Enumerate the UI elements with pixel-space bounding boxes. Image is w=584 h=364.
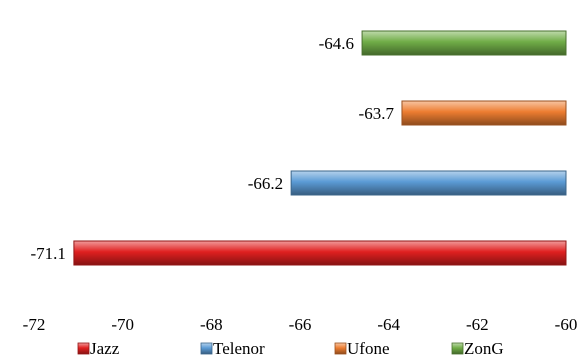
legend: Jazz Telenor Ufone ZonG [77,339,504,358]
legend-item-zong: ZonG [451,339,504,358]
x-tick-label: -60 [555,315,578,334]
legend-label: Telenor [213,339,265,358]
data-label-telenor: -66.2 [248,174,283,193]
data-label-zong: -64.6 [319,34,354,53]
x-tick-label: -64 [377,315,400,334]
legend-label: ZonG [464,339,504,358]
legend-item-jazz: Jazz [77,339,120,358]
legend-swatch [334,342,347,355]
data-labels-layer: -71.1 -66.2 -63.7 -64.6 [30,34,394,263]
data-label-jazz: -71.1 [30,244,65,263]
bar-jazz [73,240,567,266]
x-tick-label: -72 [23,315,46,334]
legend-label: Jazz [90,339,120,358]
data-label-ufone: -63.7 [359,104,395,123]
legend-label: Ufone [347,339,389,358]
x-axis-ticks: -72 -70 -68 -66 -64 -62 -60 [23,315,578,334]
bar-ufone [401,100,567,126]
x-tick-label: -62 [466,315,489,334]
bar-zong [361,30,567,56]
bars-layer [73,30,567,266]
legend-swatch [451,342,464,355]
legend-item-telenor: Telenor [200,339,265,358]
legend-swatch [200,342,213,355]
legend-swatch [77,342,90,355]
legend-item-ufone: Ufone [334,339,389,358]
bar-telenor [290,170,567,196]
x-tick-label: -66 [289,315,312,334]
x-tick-label: -68 [200,315,223,334]
x-tick-label: -70 [111,315,134,334]
